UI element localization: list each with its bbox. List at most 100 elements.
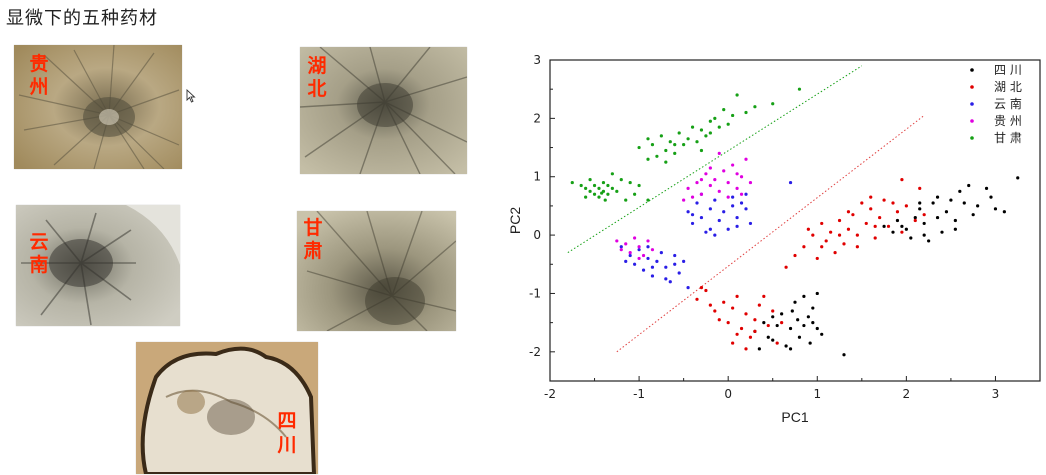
point-s4-55: [708, 131, 712, 135]
legend-marker-4: [970, 136, 974, 140]
x-tick-label-1: -1: [633, 387, 645, 401]
point-s4-11: [606, 183, 610, 188]
point-s3-29: [735, 172, 739, 176]
point-s2-37: [731, 195, 735, 199]
micrograph-hubei: 湖 北: [300, 47, 467, 174]
point-s4-14: [610, 172, 614, 176]
point-s4-26: [646, 157, 650, 161]
point-s2-31: [735, 215, 739, 220]
point-s0-18: [1016, 176, 1020, 180]
point-s4-37: [695, 140, 699, 144]
axis-ticks: -2 -1 0 1 2 3 -2 -1 0 1 2 3: [529, 53, 999, 401]
point-s2-25: [708, 207, 712, 211]
point-s4-50: [797, 87, 802, 91]
legend-marker-2: [970, 102, 974, 106]
point-s0-52: [788, 347, 793, 351]
micrograph-label-yunnan-1: 云: [29, 231, 49, 253]
point-s1-52: [735, 332, 739, 336]
point-s4-4: [588, 178, 592, 182]
point-s0-36: [784, 344, 788, 348]
point-s1-50: [775, 341, 779, 345]
point-s2-1: [628, 253, 632, 258]
point-s0-14: [976, 204, 980, 208]
point-s4-7: [597, 186, 601, 190]
point-s4-0: [570, 180, 574, 185]
point-s4-6: [592, 183, 597, 188]
point-s2-10: [668, 280, 672, 284]
point-s1-46: [753, 318, 757, 322]
point-s4-41: [713, 116, 717, 120]
point-s1-20: [900, 230, 904, 234]
point-s1-41: [731, 306, 735, 310]
legend: 四 川湖 北云 南贵 州甘 肃: [970, 63, 1022, 145]
legend-marker-1: [970, 85, 974, 89]
point-s4-20: [637, 183, 641, 188]
point-s3-4: [637, 245, 641, 249]
point-s2-24: [704, 230, 708, 234]
point-s3-20: [726, 180, 730, 185]
point-s3-17: [713, 178, 717, 182]
point-s2-27: [717, 218, 721, 223]
point-s0-4: [913, 215, 917, 220]
point-s0-29: [953, 227, 957, 231]
point-s4-22: [584, 195, 588, 199]
point-s4-17: [624, 198, 628, 202]
point-s4-48: [753, 105, 757, 109]
point-s3-23: [739, 175, 744, 179]
point-s4-24: [603, 198, 607, 202]
point-s1-26: [806, 227, 810, 231]
legend-label-0: 四 川: [994, 63, 1022, 77]
point-s2-11: [673, 262, 677, 266]
point-s1-8: [837, 218, 842, 223]
point-s1-3: [811, 233, 815, 237]
point-s3-0: [615, 239, 619, 243]
point-s4-27: [650, 143, 655, 147]
point-s1-28: [820, 245, 824, 249]
point-s1-39: [722, 300, 726, 304]
point-s2-40: [690, 213, 695, 217]
point-s0-11: [953, 218, 957, 223]
point-s0-22: [909, 236, 913, 240]
point-s2-6: [650, 274, 655, 278]
point-s4-42: [717, 125, 721, 129]
point-s4-45: [731, 113, 735, 118]
point-s0-28: [918, 201, 922, 205]
point-s3-18: [717, 189, 721, 193]
micrograph-yunnan: 云 南: [16, 205, 180, 326]
point-s3-8: [619, 248, 623, 252]
micrograph-label-hubei-1: 湖: [307, 55, 327, 77]
point-s0-39: [796, 318, 800, 322]
point-s2-12: [677, 271, 681, 275]
point-s2-9: [664, 265, 668, 269]
point-s4-8: [597, 195, 601, 199]
micrograph-hubei-image: [300, 47, 467, 174]
point-s2-3: [637, 248, 641, 252]
point-s2-2: [633, 262, 637, 266]
point-s1-16: [878, 215, 882, 220]
micrograph-guizhou: 贵 州: [14, 45, 182, 169]
point-s2-21: [690, 221, 695, 226]
point-s4-35: [686, 137, 690, 141]
point-s2-30: [731, 204, 735, 208]
point-s1-23: [918, 186, 922, 190]
point-s4-43: [722, 108, 726, 112]
boundary-line-2: [616, 115, 925, 353]
boundary-line-1: [567, 65, 863, 254]
point-s1-18: [886, 224, 891, 228]
point-s4-23: [600, 191, 604, 195]
point-s3-5: [641, 253, 646, 258]
point-s3-26: [717, 151, 721, 155]
point-s3-16: [708, 183, 712, 188]
point-s4-28: [655, 154, 659, 158]
micrograph-gansu-image: [297, 211, 456, 331]
micrograph-sichuan-image: [136, 342, 318, 474]
y-tick-label-1: -1: [529, 286, 541, 300]
point-s2-4: [641, 268, 646, 272]
point-s2-0: [619, 245, 623, 249]
point-s4-54: [646, 137, 650, 141]
point-s0-51: [771, 315, 775, 319]
point-s0-32: [766, 335, 770, 339]
point-s0-48: [820, 332, 824, 336]
point-s1-48: [766, 323, 770, 328]
point-s3-21: [731, 163, 735, 167]
